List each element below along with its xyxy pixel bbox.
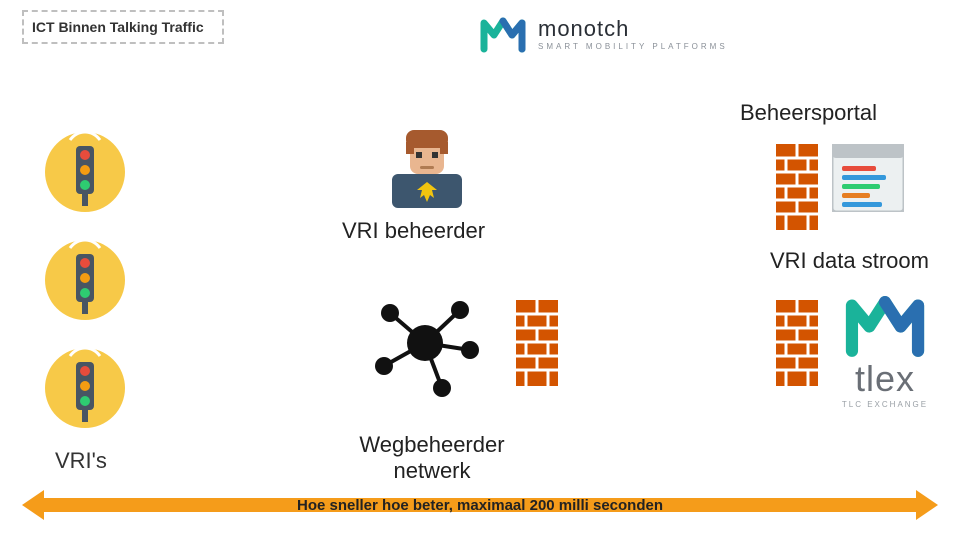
label-wegbeheerder-l1: Wegbeheerder — [352, 432, 512, 458]
arrow-caption: Hoe sneller hoe beter, maximaal 200 mill… — [297, 497, 663, 514]
traffic-light-icon — [40, 338, 130, 428]
latency-arrow: Hoe sneller hoe beter, maximaal 200 mill… — [22, 490, 938, 520]
tlex-word: tlex — [830, 358, 940, 400]
tlex-sub: TLC EXCHANGE — [830, 400, 940, 409]
firewall-icon — [776, 144, 818, 230]
portal-window-icon — [832, 144, 904, 212]
person-icon — [382, 124, 472, 210]
traffic-light-icon — [40, 122, 130, 212]
brand-mark-icon — [480, 13, 526, 53]
breadcrumb: ICT Binnen Talking Traffic — [22, 10, 224, 44]
firewall-icon — [516, 300, 558, 386]
label-wegbeheerder-netwerk: Wegbeheerder netwerk — [352, 432, 512, 484]
label-beheersportal: Beheersportal — [740, 100, 877, 126]
label-vri-beheerder: VRI beheerder — [342, 218, 485, 244]
label-wegbeheerder-l2: netwerk — [352, 458, 512, 484]
brand-name: monotch — [538, 16, 728, 42]
label-vri-data-stroom: VRI data stroom — [770, 248, 929, 274]
firewall-icon — [776, 300, 818, 386]
arrow-right-tip-icon — [916, 490, 938, 520]
traffic-light-icon — [40, 230, 130, 320]
brand-logo: monotch SMART MOBILITY PLATFORMS — [480, 10, 780, 56]
label-vris: VRI's — [55, 448, 107, 474]
tlex-logo: tlex TLC EXCHANGE — [830, 288, 940, 428]
breadcrumb-text: ICT Binnen Talking Traffic — [32, 19, 204, 35]
brand-tagline: SMART MOBILITY PLATFORMS — [538, 42, 728, 51]
network-hub-icon — [370, 288, 480, 398]
